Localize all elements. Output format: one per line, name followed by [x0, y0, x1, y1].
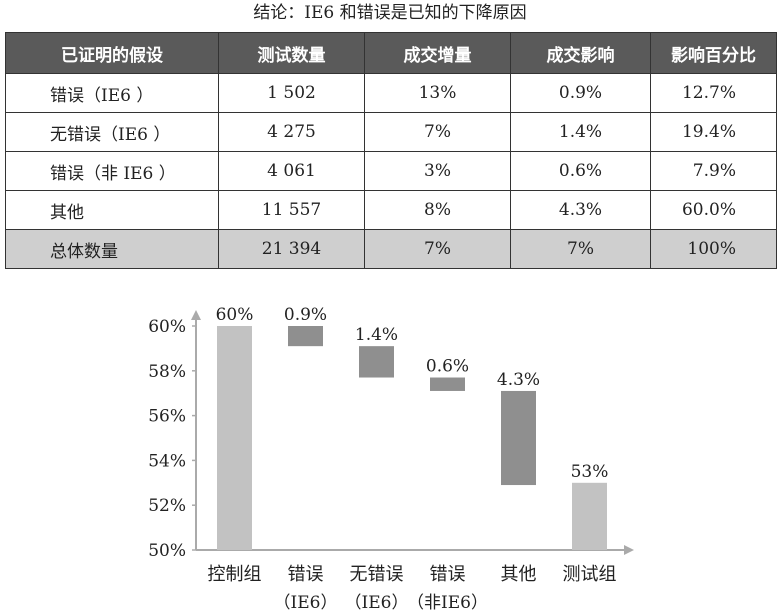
y-tick-label: 56%	[148, 407, 186, 427]
table-row: 无错误（IE6 ） 4 275 7% 1.4% 19.4%	[5, 112, 777, 152]
x-tick-label: 错误	[288, 564, 324, 585]
table-cell: 3%	[364, 151, 511, 191]
y-tick-label: 52%	[148, 496, 186, 516]
bar	[572, 482, 607, 550]
x-tick-label-line2: （IE6）	[274, 593, 338, 613]
y-tick-label: 58%	[148, 362, 186, 382]
bar	[288, 326, 323, 347]
table-row: 错误（IE6 ） 1 502 13% 0.9% 12.7%	[5, 73, 777, 113]
table-cell: 13%	[364, 73, 511, 113]
col-header-test-count: 测试数量	[218, 32, 365, 74]
y-axis-arrow-icon	[191, 310, 201, 320]
table-cell: 1.4%	[510, 112, 651, 152]
bar	[501, 390, 536, 486]
x-tick-label-line2: （IE6）	[345, 593, 409, 613]
data-label: 4.3%	[497, 370, 540, 390]
bar	[217, 326, 252, 550]
table-cell: 100%	[650, 229, 777, 269]
col-header-impact-percent: 影响百分比	[650, 32, 777, 74]
table-header-row: 已证明的假设 测试数量 成交增量 成交影响 影响百分比	[5, 32, 777, 74]
table-row: 其他 11 557 8% 4.3% 60.0%	[5, 190, 777, 230]
x-tick-label: 测试组	[563, 564, 617, 585]
table-cell: 7.9%	[650, 151, 777, 191]
table-cell: 19.4%	[650, 112, 777, 152]
data-label: 0.6%	[426, 357, 469, 377]
table-cell: 4 061	[218, 151, 365, 191]
table-cell: 4.3%	[510, 190, 651, 230]
y-tick-label: 54%	[148, 451, 186, 471]
table-total-row: 总体数量 21 394 7% 7% 100%	[5, 229, 777, 269]
table-cell: 8%	[364, 190, 511, 230]
x-tick-label: 错误	[430, 564, 466, 585]
bar	[430, 377, 465, 391]
y-tick-label: 50%	[148, 541, 186, 561]
col-header-hypothesis: 已证明的假设	[5, 32, 219, 74]
table-cell: 7%	[364, 112, 511, 152]
x-tick-label: 无错误	[350, 564, 404, 585]
table-row: 错误（非 IE6 ） 4 061 3% 0.6% 7.9%	[5, 151, 777, 191]
table-cell: 错误（非 IE6 ）	[5, 151, 219, 191]
table-cell: 11 557	[218, 190, 365, 230]
col-header-conversion-impact: 成交影响	[510, 32, 651, 74]
table-cell: 4 275	[218, 112, 365, 152]
table-cell: 7%	[364, 229, 511, 269]
waterfall-chart: 50% 52% 54% 56% 58% 60% 60% 0.9% 1.4% 0.6% 4.3% 53%…	[148, 305, 634, 613]
data-label: 60%	[216, 305, 254, 325]
table-cell: 7%	[510, 229, 651, 269]
data-label: 0.9%	[284, 305, 327, 325]
x-axis-arrow-icon	[624, 545, 634, 555]
table-cell: 21 394	[218, 229, 365, 269]
bar	[359, 346, 394, 378]
data-label: 53%	[571, 462, 609, 482]
x-tick-label: 其他	[501, 564, 537, 585]
col-header-conversion-lift: 成交增量	[364, 32, 511, 74]
x-tick-label-line2: （非IE6）	[407, 593, 488, 613]
table-cell: 错误（IE6 ）	[5, 73, 219, 113]
table-cell: 12.7%	[650, 73, 777, 113]
table-cell: 0.6%	[510, 151, 651, 191]
table-cell: 60.0%	[650, 190, 777, 230]
table-cell: 1 502	[218, 73, 365, 113]
table-cell: 0.9%	[510, 73, 651, 113]
table-cell: 其他	[5, 190, 219, 230]
table-cell: 总体数量	[5, 229, 219, 269]
data-table: 已证明的假设 测试数量 成交增量 成交影响 影响百分比 错误（IE6 ） 1 5…	[5, 32, 777, 269]
page-title: 结论：IE6 和错误是已知的下降原因	[253, 3, 527, 23]
y-tick-label: 60%	[148, 317, 186, 337]
x-tick-label: 控制组	[208, 564, 262, 585]
data-label: 1.4%	[355, 325, 398, 345]
table-cell: 无错误（IE6 ）	[5, 112, 219, 152]
